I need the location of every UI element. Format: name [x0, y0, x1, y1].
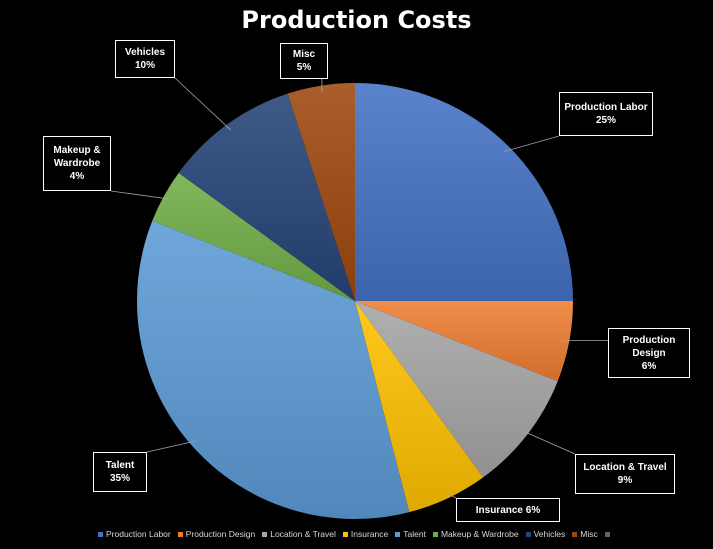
- data-label-value: 25%: [595, 115, 616, 126]
- leader-line-talent: [146, 440, 197, 453]
- data-label-production-design: Production Design 6%: [608, 328, 690, 378]
- data-label-value: 6%: [641, 360, 657, 372]
- data-label-value: 4%: [69, 171, 85, 182]
- legend-item: Misc: [572, 529, 598, 539]
- legend-swatch: [395, 531, 401, 537]
- legend-label: Insurance: [350, 529, 389, 539]
- data-label-value: 5%: [296, 62, 312, 73]
- data-label-location-travel: Location & Travel 9%: [575, 454, 675, 494]
- data-label-name: Insurance: [475, 504, 523, 516]
- legend-swatch: [572, 531, 578, 537]
- data-label-talent: Talent 35%: [93, 452, 147, 492]
- legend-item: Insurance: [342, 529, 389, 539]
- legend-label: Location & Travel: [270, 529, 336, 539]
- legend-item: [604, 531, 613, 537]
- data-label-name: Makeup & Wardrobe: [53, 145, 101, 169]
- legend-label: Makeup & Wardrobe: [440, 529, 519, 539]
- data-label-name: Talent: [105, 460, 135, 471]
- legend-label: Production Labor: [106, 529, 171, 539]
- legend-item: Vehicles: [525, 529, 566, 539]
- legend-swatch: [525, 531, 531, 537]
- data-label-misc: Misc 5%: [280, 43, 328, 79]
- pie-slice-insurance: [355, 301, 484, 513]
- chart-legend: Production Labor Production Design Locat…: [98, 527, 638, 541]
- leader-line-vehicles: [174, 77, 231, 131]
- legend-item: Makeup & Wardrobe: [432, 529, 519, 539]
- leader-line-production-labor: [504, 135, 560, 152]
- legend-label: Misc: [580, 529, 598, 539]
- data-label-value: 35%: [109, 473, 130, 484]
- legend-swatch: [604, 531, 610, 537]
- data-label-value: 9%: [617, 475, 633, 486]
- data-label-makeup-wardrobe: Makeup & Wardrobe 4%: [43, 136, 111, 191]
- legend-swatch: [432, 531, 438, 537]
- leader-line-insurance: [444, 491, 457, 499]
- data-label-name: Production Design: [622, 334, 676, 359]
- data-label-production-labor: Production Labor 25%: [559, 92, 653, 136]
- pie-slice-production-labor: [355, 83, 573, 301]
- legend-swatch: [342, 531, 348, 537]
- legend-item: Talent: [395, 529, 426, 539]
- pie-slice-production-design: [355, 301, 573, 382]
- legend-swatch: [262, 531, 268, 537]
- pie-slice-location-and-travel: [355, 301, 558, 478]
- legend-swatch: [177, 531, 183, 537]
- leader-line-makeup-and-wardrobe: [110, 190, 170, 200]
- data-label-value: 6%: [525, 504, 541, 516]
- pie-slice-makeup-and-wardrobe: [152, 172, 355, 301]
- pie-slice-vehicles: [178, 93, 355, 301]
- legend-item: Location & Travel: [262, 529, 336, 539]
- pie-slice-talent: [136, 220, 410, 519]
- data-label-vehicles: Vehicles 10%: [115, 40, 175, 78]
- legend-label: Talent: [403, 529, 426, 539]
- data-label-name: Production Labor: [564, 102, 648, 113]
- data-label-value: 10%: [134, 60, 155, 71]
- legend-label: Production Design: [185, 529, 256, 539]
- data-label-insurance: Insurance 6%: [456, 498, 560, 522]
- data-label-name: Vehicles: [124, 47, 166, 58]
- leader-line-location-and-travel: [521, 430, 576, 455]
- legend-item: Production Labor: [98, 529, 171, 539]
- data-label-name: Misc: [292, 49, 316, 60]
- legend-label: Vehicles: [533, 529, 566, 539]
- data-label-name: Location & Travel: [583, 462, 667, 473]
- legend-item: Production Design: [177, 529, 256, 539]
- pie-slice-misc: [287, 83, 355, 301]
- chart-title: Production Costs: [241, 6, 472, 34]
- legend-swatch: [98, 531, 103, 537]
